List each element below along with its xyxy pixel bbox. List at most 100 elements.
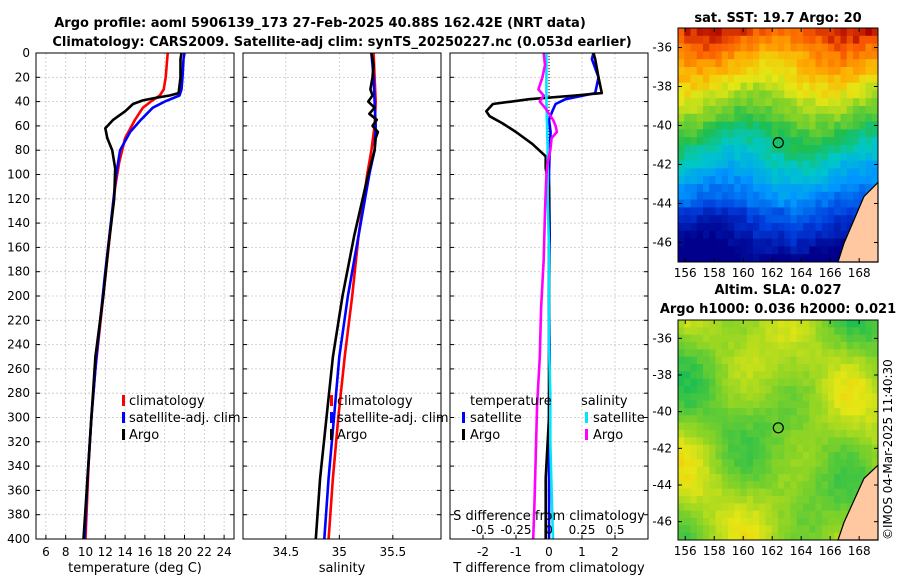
map-cell <box>815 28 823 37</box>
map-cell <box>809 356 816 365</box>
map-cell <box>790 488 798 497</box>
map-cell <box>828 400 835 409</box>
map-cell <box>784 371 791 380</box>
map-cell <box>696 74 704 83</box>
map-cell <box>809 121 816 130</box>
map-cell <box>784 207 791 216</box>
map-cell <box>678 415 685 424</box>
map-cell <box>834 364 841 372</box>
map-cell <box>846 327 854 336</box>
map-cell <box>703 386 710 394</box>
map-cell <box>703 90 710 99</box>
map-cell <box>778 160 785 169</box>
legend-swatch <box>462 429 465 440</box>
map-cell <box>778 474 785 482</box>
map-cell <box>759 215 766 224</box>
map-cell <box>790 437 798 446</box>
map-cell <box>709 342 716 350</box>
map-cell <box>790 152 798 161</box>
map-cell <box>740 113 748 122</box>
map-cell <box>809 223 816 232</box>
map-cell <box>815 254 823 263</box>
map-cell <box>740 393 748 402</box>
map-cell <box>815 98 823 107</box>
map-cell <box>771 378 779 387</box>
map-cell <box>696 356 704 365</box>
map-cell <box>765 238 773 247</box>
map-cell <box>853 371 860 380</box>
map-cell <box>696 207 704 216</box>
map-cell <box>859 160 866 169</box>
map-cell <box>865 28 873 37</box>
x-axis-label: temperature (deg C) <box>68 561 202 576</box>
map-cell <box>740 481 748 490</box>
map-cell <box>846 378 854 387</box>
map-cell <box>809 488 816 497</box>
map-cell <box>778 145 785 154</box>
map-cell <box>678 349 685 358</box>
map-cell <box>703 334 710 343</box>
map-cell <box>715 327 723 336</box>
map-cell <box>715 98 723 107</box>
map-y-tick-label: -46 <box>652 515 672 529</box>
x-tick-label: 24 <box>216 545 231 559</box>
map-cell <box>828 525 835 534</box>
map-cell <box>759 525 766 534</box>
map-cell <box>765 488 773 497</box>
map-cell <box>771 67 779 76</box>
map-cell <box>734 168 741 177</box>
map-cell <box>865 430 873 438</box>
map-cell <box>690 51 698 60</box>
map-cell <box>690 223 698 232</box>
map-cell <box>853 98 860 107</box>
map-cell <box>809 496 816 504</box>
map-cell <box>765 356 773 365</box>
map-cell <box>728 437 735 446</box>
map-cell <box>696 121 704 130</box>
map-cell <box>696 532 704 541</box>
map-cell <box>840 176 848 185</box>
map-cell <box>696 349 704 358</box>
map-cell <box>740 35 748 44</box>
map-cell <box>696 59 704 68</box>
map-cell <box>715 184 723 193</box>
map-cell <box>709 371 716 380</box>
x-tick-label: 16 <box>137 545 152 559</box>
map-cell <box>840 474 848 482</box>
map-cell <box>784 503 791 512</box>
map-cell <box>765 230 773 239</box>
map-cell <box>778 518 785 526</box>
map-cell <box>696 459 704 468</box>
map-cell <box>759 168 766 177</box>
map-cell <box>740 356 748 365</box>
map-cell <box>715 160 723 169</box>
map-cell <box>859 371 866 380</box>
x-tick-label: 20 <box>177 545 192 559</box>
map-cell <box>765 452 773 460</box>
map-cell <box>796 184 804 193</box>
map-cell <box>840 452 848 460</box>
map-cell <box>753 215 760 224</box>
map-cell <box>753 349 760 358</box>
map-cell <box>684 184 691 193</box>
map-cell <box>790 215 798 224</box>
map-cell <box>815 334 823 343</box>
map-cell <box>828 82 835 91</box>
map-x-tick-label: 162 <box>761 544 784 558</box>
map-cell <box>771 129 779 138</box>
map-cell <box>803 184 810 193</box>
map-cell <box>753 525 760 534</box>
map-cell <box>796 246 804 255</box>
map-cell <box>721 145 729 154</box>
map-cell <box>859 28 866 37</box>
map-cell <box>746 199 754 208</box>
map-cell <box>803 215 810 224</box>
map-y-tick-label: -38 <box>652 80 672 94</box>
map-cell <box>753 532 760 541</box>
map-cell <box>684 113 691 122</box>
map-cell <box>696 51 704 60</box>
map-cell <box>821 82 829 91</box>
map-cell <box>753 408 760 416</box>
map-cell <box>734 67 741 76</box>
map-cell <box>828 518 835 526</box>
